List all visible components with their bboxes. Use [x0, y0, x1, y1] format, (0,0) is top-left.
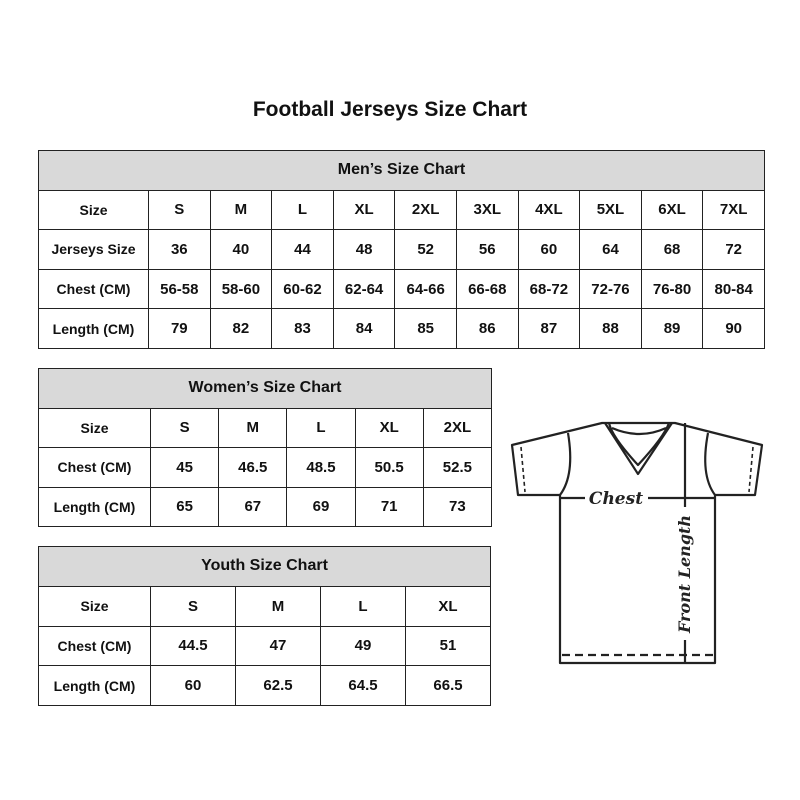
- table-cell: 36: [148, 229, 211, 270]
- table-cell: 73: [422, 486, 493, 527]
- table-cell: XL: [332, 189, 396, 231]
- table-cell: XL: [405, 585, 491, 627]
- table-cell: 60-62: [271, 268, 334, 310]
- table-cell: 71: [354, 486, 424, 527]
- table-cell: M: [218, 407, 288, 448]
- left-sleeve-seam: [559, 432, 572, 496]
- table-cell: 66-68: [455, 268, 519, 310]
- table-cell: 48.5: [286, 447, 356, 488]
- table-cell: 90: [702, 308, 765, 349]
- table-cell: 72-76: [579, 268, 642, 310]
- table-cell: 79: [148, 308, 211, 349]
- jersey-outline: [510, 421, 764, 665]
- table-cell: M: [235, 585, 321, 627]
- table-cell: 82: [209, 308, 273, 349]
- table-cell: 47: [235, 625, 321, 667]
- row-label: Length (CM): [38, 486, 151, 527]
- table-cell: 64.5: [320, 665, 406, 707]
- row-label: Jerseys Size: [38, 229, 149, 270]
- table-cell: L: [320, 585, 406, 627]
- table-row: Chest (CM) 45 46.5 48.5 50.5 52.5: [38, 447, 493, 488]
- table-cell: 80-84: [702, 268, 765, 310]
- table-cell: 44: [271, 229, 334, 270]
- table-cell: 84: [332, 308, 396, 349]
- table-row: Chest (CM) 44.5 47 49 51: [38, 625, 491, 667]
- table-cell: 68-72: [517, 268, 581, 310]
- table-cell: 87: [517, 308, 581, 349]
- table-cell: 45: [149, 447, 220, 488]
- collar: [604, 422, 673, 476]
- table-cell: 65: [149, 486, 220, 527]
- table-cell: 67: [218, 486, 288, 527]
- table-cell: 62-64: [332, 268, 396, 310]
- row-label: Chest (CM): [38, 625, 151, 667]
- chest-label: Chest: [589, 489, 643, 509]
- front-length-label: Front Length: [675, 515, 694, 634]
- table-cell: 50.5: [354, 447, 424, 488]
- table-cell: 68: [640, 229, 704, 270]
- table-cell: 40: [209, 229, 273, 270]
- table-cell: 48: [332, 229, 396, 270]
- table-row: Jerseys Size 36 40 44 48 52 56 60 64 68 72: [38, 229, 765, 270]
- row-label: Size: [38, 189, 149, 231]
- row-label: Size: [38, 407, 151, 448]
- table-cell: 60: [517, 229, 581, 270]
- table-row: Length (CM) 79 82 83 84 85 86 87 88 89 90: [38, 308, 765, 349]
- table-cell: L: [271, 189, 334, 231]
- row-label: Size: [38, 585, 151, 627]
- mens-size-table: Men’s Size Chart Size S M L XL 2XL 3XL 4XL 5XL 6XL…: [38, 150, 765, 349]
- table-cell: 85: [394, 308, 457, 349]
- table-row: Size S M L XL 2XL: [38, 407, 493, 448]
- table-cell: 62.5: [235, 665, 321, 707]
- youth-table-title: Youth Size Chart: [38, 546, 491, 587]
- table-cell: 86: [455, 308, 519, 349]
- table-row: Size S M L XL 2XL 3XL 4XL 5XL 6XL 7XL: [38, 189, 765, 231]
- table-cell: 52.5: [422, 447, 493, 488]
- table-cell: 44.5: [150, 625, 236, 667]
- table-cell: 51: [405, 625, 491, 667]
- table-cell: 49: [320, 625, 406, 667]
- table-cell: 76-80: [640, 268, 704, 310]
- table-cell: 56-58: [148, 268, 211, 310]
- table-cell: 6XL: [640, 189, 704, 231]
- collar-inner: [607, 422, 671, 467]
- row-label: Chest (CM): [38, 447, 151, 488]
- table-cell: S: [149, 407, 220, 448]
- table-cell: 88: [579, 308, 642, 349]
- men-table-title: Men’s Size Chart: [38, 150, 765, 191]
- table-cell: S: [150, 585, 236, 627]
- table-cell: 7XL: [702, 189, 765, 231]
- table-cell: 5XL: [579, 189, 642, 231]
- youth-size-table: Youth Size Chart Size S M L XL Chest (CM) 44.5 4…: [38, 546, 491, 707]
- table-row: Size S M L XL: [38, 585, 491, 627]
- table-cell: 66.5: [405, 665, 491, 707]
- right-sleeve-seam: [704, 432, 716, 496]
- womens-size-table: Women’s Size Chart Size S M L XL 2XL Chest (CM)…: [38, 368, 493, 527]
- row-label: Length (CM): [38, 308, 149, 349]
- table-cell: L: [286, 407, 356, 448]
- table-row: Length (CM) 60 62.5 64.5 66.5: [38, 665, 491, 707]
- page-title: Football Jerseys Size Chart: [252, 98, 528, 121]
- table-row: Length (CM) 65 67 69 71 73: [38, 486, 493, 527]
- table-cell: 69: [286, 486, 356, 527]
- table-cell: 60: [150, 665, 236, 707]
- table-cell: 2XL: [422, 407, 493, 448]
- women-table-title: Women’s Size Chart: [38, 368, 492, 409]
- table-cell: XL: [354, 407, 424, 448]
